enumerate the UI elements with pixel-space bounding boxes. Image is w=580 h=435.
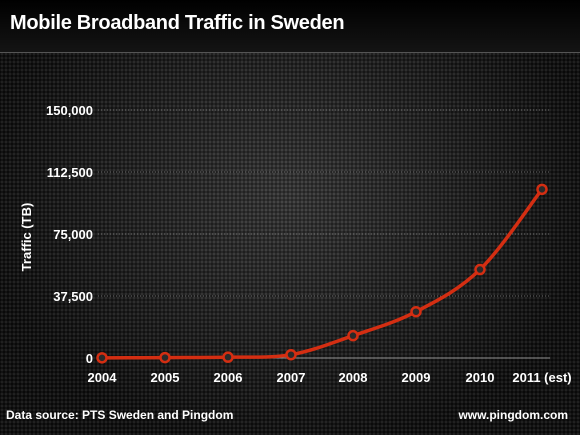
x-tick-label: 2005 (151, 370, 180, 385)
chart-title: Mobile Broadband Traffic in Sweden (10, 12, 345, 34)
data-point (159, 351, 171, 364)
y-tick-label: 75,000 (53, 227, 93, 242)
series-traffic (96, 183, 548, 364)
data-point (222, 351, 234, 363)
data-source-note: Data source: PTS Sweden and Pingdom (6, 408, 234, 422)
x-tick-label: 2004 (88, 370, 118, 385)
y-tick-label: 37,500 (53, 289, 93, 304)
x-tick-label: 2006 (214, 370, 243, 385)
x-tick-label: 2007 (277, 370, 306, 385)
data-point (410, 305, 422, 318)
x-tick-labels: 2004 2005 2006 2007 2008 2009 2010 2011 (est) (88, 370, 572, 385)
data-point (347, 329, 359, 342)
y-tick-labels: 0 37,500 75,000 112,500 150,000 (46, 103, 93, 366)
y-axis-label: Traffic (TB) (19, 203, 34, 272)
gridlines (98, 109, 550, 359)
x-tick-label: 2008 (339, 370, 368, 385)
website-link[interactable]: www.pingdom.com (458, 408, 568, 422)
y-tick-label: 150,000 (46, 103, 93, 118)
data-point (474, 263, 486, 276)
data-point (285, 348, 297, 361)
x-tick-label: 2009 (402, 370, 431, 385)
y-tick-label: 0 (86, 351, 93, 366)
data-point (96, 352, 108, 364)
x-tick-label: 2011 (est) (512, 370, 571, 385)
x-tick-label: 2010 (466, 370, 495, 385)
title-bar: Mobile Broadband Traffic in Sweden (0, 0, 580, 53)
y-tick-label: 112,500 (47, 165, 93, 180)
data-point (536, 183, 548, 196)
